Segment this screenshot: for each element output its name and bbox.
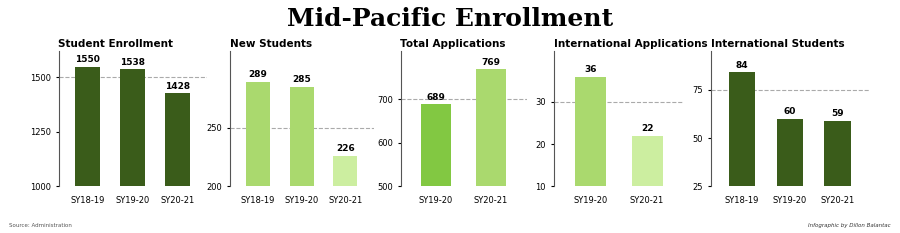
Text: 84: 84	[735, 61, 748, 70]
Bar	[421, 104, 451, 233]
Bar	[166, 93, 190, 233]
Bar	[333, 156, 357, 233]
Text: International Students: International Students	[711, 39, 844, 49]
Text: 1538: 1538	[121, 58, 145, 67]
Text: 36: 36	[584, 65, 597, 74]
Text: International Applications: International Applications	[554, 39, 707, 49]
Bar	[76, 66, 100, 233]
Text: Student Enrollment: Student Enrollment	[58, 39, 174, 49]
Bar	[632, 136, 662, 229]
Bar	[476, 69, 506, 233]
Bar	[729, 72, 755, 233]
Bar	[121, 69, 145, 233]
Text: 769: 769	[482, 58, 500, 67]
Text: 289: 289	[248, 70, 267, 79]
Bar	[246, 82, 270, 233]
Text: Source: Administration: Source: Administration	[9, 223, 72, 228]
Bar	[824, 121, 850, 233]
Text: 285: 285	[292, 75, 310, 84]
Text: 1428: 1428	[166, 82, 190, 91]
Text: New Students: New Students	[230, 39, 311, 49]
Bar	[290, 86, 313, 233]
Bar	[777, 119, 803, 233]
Text: 60: 60	[784, 107, 796, 116]
Text: 689: 689	[427, 93, 446, 102]
Bar	[575, 77, 606, 229]
Text: 59: 59	[832, 109, 844, 118]
Text: Mid-Pacific Enrollment: Mid-Pacific Enrollment	[287, 7, 613, 31]
Text: Infographic by Dillon Balantac: Infographic by Dillon Balantac	[808, 223, 891, 228]
Text: 1550: 1550	[76, 55, 100, 64]
Text: 22: 22	[641, 124, 653, 133]
Text: 226: 226	[336, 144, 355, 153]
Text: Total Applications: Total Applications	[400, 39, 506, 49]
